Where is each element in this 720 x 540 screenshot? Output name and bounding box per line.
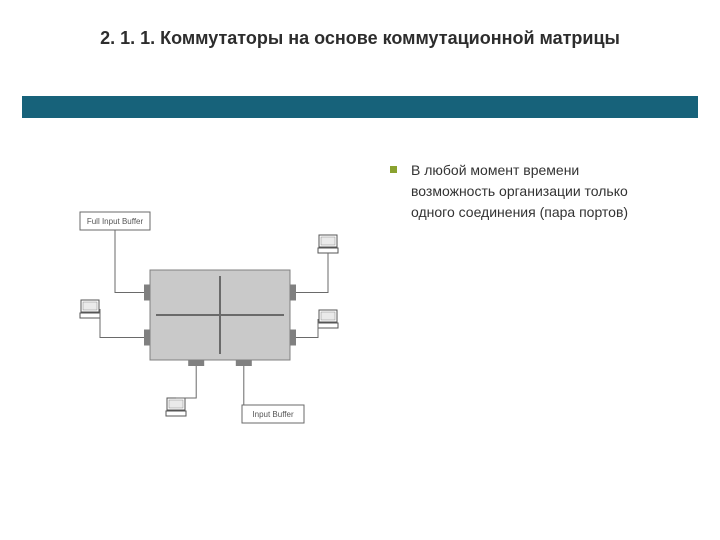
bullet-list: В любой момент времени возможность орган… (390, 160, 660, 223)
svg-text:Full Input Buffer: Full Input Buffer (87, 217, 144, 226)
accent-bar (22, 96, 698, 118)
switch-matrix-diagram: Full Input Buffer Input Buffer (60, 190, 370, 450)
svg-text:Input Buffer: Input Buffer (252, 410, 294, 419)
slide-title: 2. 1. 1. Коммутаторы на основе коммутаци… (60, 26, 660, 50)
bullet-marker-icon (390, 166, 397, 173)
bullet-text: В любой момент времени возможность орган… (411, 160, 660, 223)
bullet-item: В любой момент времени возможность орган… (390, 160, 660, 223)
slide: 2. 1. 1. Коммутаторы на основе коммутаци… (0, 0, 720, 540)
